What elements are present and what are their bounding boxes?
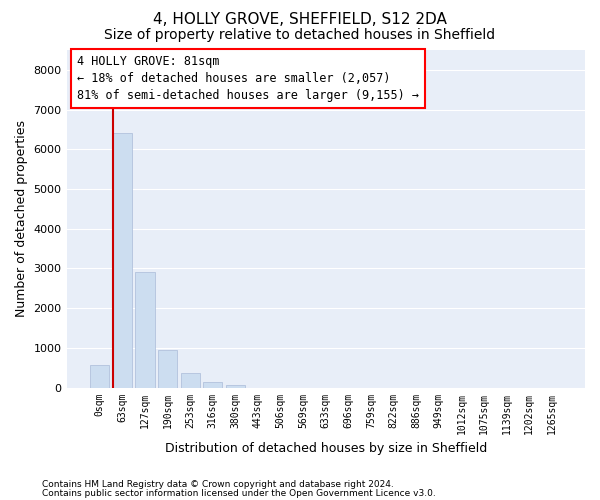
Text: 4 HOLLY GROVE: 81sqm
← 18% of detached houses are smaller (2,057)
81% of semi-de: 4 HOLLY GROVE: 81sqm ← 18% of detached h…	[77, 55, 419, 102]
Text: Contains HM Land Registry data © Crown copyright and database right 2024.: Contains HM Land Registry data © Crown c…	[42, 480, 394, 489]
Bar	[158, 350, 177, 388]
X-axis label: Distribution of detached houses by size in Sheffield: Distribution of detached houses by size …	[164, 442, 487, 455]
Bar	[203, 382, 223, 388]
Bar	[226, 384, 245, 388]
Bar	[113, 134, 132, 388]
Bar	[136, 272, 155, 388]
Bar	[181, 374, 200, 388]
Text: Size of property relative to detached houses in Sheffield: Size of property relative to detached ho…	[104, 28, 496, 42]
Bar	[90, 364, 109, 388]
Y-axis label: Number of detached properties: Number of detached properties	[15, 120, 28, 318]
Text: Contains public sector information licensed under the Open Government Licence v3: Contains public sector information licen…	[42, 489, 436, 498]
Text: 4, HOLLY GROVE, SHEFFIELD, S12 2DA: 4, HOLLY GROVE, SHEFFIELD, S12 2DA	[153, 12, 447, 28]
